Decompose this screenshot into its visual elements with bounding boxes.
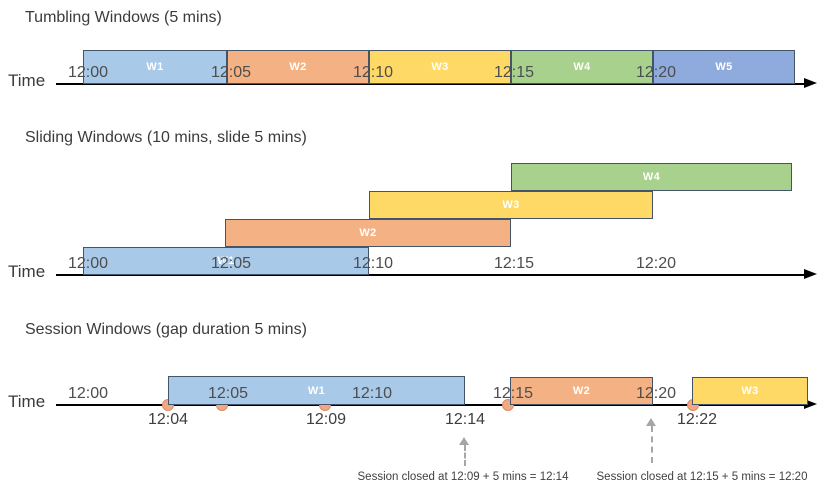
tick-label: 12:10 (352, 64, 394, 81)
session-closed-annotation: Session closed at 12:09 + 5 mins = 12:14 (357, 471, 569, 483)
window-label: W5 (715, 61, 733, 73)
window-box-sliding-w1: W1 (83, 247, 369, 275)
tick-label: 12:00 (67, 385, 109, 402)
dashed-arrow-line (464, 445, 466, 466)
window-label: W2 (572, 385, 591, 397)
window-box-session-w2: W2 (510, 377, 653, 405)
tick-label: 12:15 (493, 64, 535, 81)
tick-label: 12:15 (493, 255, 535, 272)
window-box-sliding-w3: W3 (369, 191, 653, 219)
timeline-axis (56, 83, 804, 85)
time-axis-label: Time (8, 262, 46, 281)
tick-label: 12:05 (207, 385, 249, 402)
event-time-label: 12:14 (444, 411, 486, 428)
timeline-arrowhead-icon (804, 78, 817, 88)
tumbling-title: Tumbling Windows (5 mins) (25, 9, 222, 26)
window-label: W2 (359, 227, 377, 239)
tick-label: 12:15 (492, 385, 534, 402)
window-label: W1 (217, 255, 235, 267)
tick-label: 12:05 (210, 64, 252, 81)
window-box-session-w1: W1 (168, 376, 465, 405)
window-label: W3 (431, 61, 449, 73)
window-label: W3 (741, 385, 759, 397)
window-box-tumbling-w5: W5 (653, 50, 795, 84)
window-label: W3 (502, 199, 520, 211)
timeline-arrowhead-icon (804, 269, 817, 279)
session-closed-annotation: Session closed at 12:15 + 5 mins = 12:20 (596, 471, 808, 483)
tick-label: 12:20 (635, 64, 677, 81)
tick-label: 12:20 (635, 255, 677, 272)
timeline-axis (56, 404, 804, 406)
window-label: W1 (146, 61, 164, 73)
sliding-title: Sliding Windows (10 mins, slide 5 mins) (25, 129, 307, 146)
event-time-label: 12:04 (147, 411, 189, 428)
window-box-tumbling-w4: W4 (511, 50, 653, 84)
dashed-arrow-line (651, 426, 653, 463)
window-box-sliding-w2: W2 (225, 219, 511, 247)
timeline-axis (56, 274, 804, 276)
time-axis-label: Time (8, 392, 46, 411)
window-label: W4 (642, 171, 661, 183)
tick-label: 12:00 (67, 255, 109, 272)
time-axis-label: Time (8, 71, 46, 90)
event-time-label: 12:09 (305, 411, 347, 428)
dashed-arrow-head-icon (646, 418, 656, 426)
tick-label: 12:00 (67, 64, 109, 81)
session-title: Session Windows (gap duration 5 mins) (25, 321, 307, 338)
window-box-tumbling-w3: W3 (369, 50, 511, 84)
window-label: W2 (289, 61, 307, 73)
tick-label: 12:10 (352, 255, 394, 272)
window-box-tumbling-w1: W1 (83, 50, 227, 84)
window-box-sliding-w4: W4 (511, 163, 792, 191)
tick-label: 12:05 (210, 255, 252, 272)
tick-label: 12:20 (635, 385, 677, 402)
window-box-session-w3: W3 (692, 377, 808, 405)
timeline-arrowhead-icon (804, 399, 817, 409)
dashed-arrow-head-icon (459, 437, 469, 445)
window-label: W1 (307, 384, 326, 397)
event-time-label: 12:22 (676, 411, 718, 428)
window-label: W4 (573, 61, 591, 73)
tick-label: 12:10 (351, 385, 393, 402)
window-box-tumbling-w2: W2 (227, 50, 369, 84)
